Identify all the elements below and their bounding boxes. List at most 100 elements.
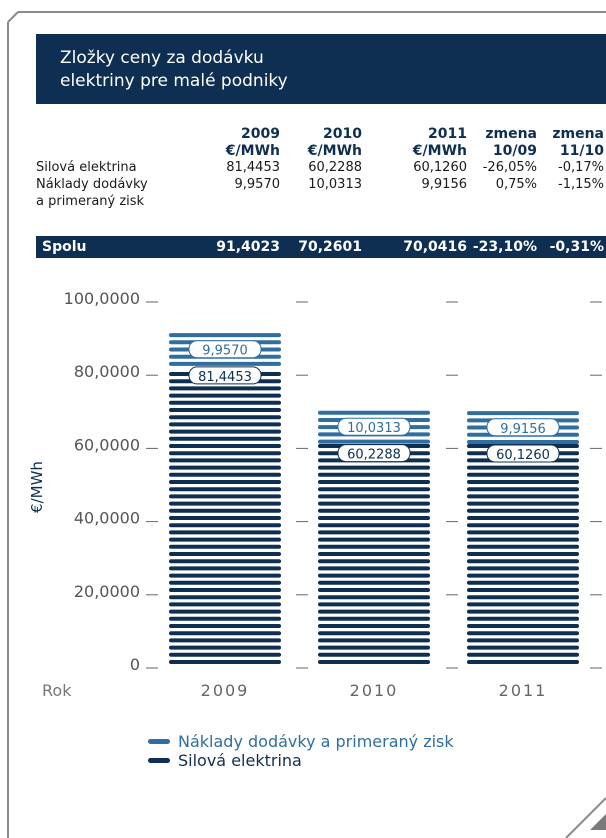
bar-stripe bbox=[467, 602, 579, 607]
y-tick-label: 80,0000 bbox=[74, 362, 140, 381]
bar-stripe bbox=[467, 645, 579, 650]
cell-naklady-2009: 9,9570 bbox=[234, 177, 281, 192]
table-row: Náklady dodávky 9,9570 10,0313 9,9156 0,… bbox=[36, 177, 606, 194]
bar-stripe bbox=[169, 624, 281, 628]
bar-stripe bbox=[169, 429, 281, 434]
bar-stripe bbox=[467, 624, 579, 628]
bar-stripe bbox=[169, 422, 281, 427]
bar-stripe bbox=[169, 638, 281, 643]
legend-item-silova: Silová elektrina bbox=[148, 751, 454, 770]
bar-stripe bbox=[318, 573, 430, 578]
bar-stripe bbox=[467, 559, 579, 564]
bar-stripe bbox=[169, 645, 281, 650]
bar-stripe bbox=[318, 537, 430, 542]
chart-title-line-2: elektriny pre malé podniky bbox=[60, 71, 288, 91]
bar-stripe bbox=[467, 472, 579, 477]
data-label: 60,2288 bbox=[347, 448, 401, 463]
bar-stripe bbox=[318, 552, 430, 556]
bar-stripe bbox=[318, 602, 430, 607]
row-label-naklady: Náklady dodávky bbox=[36, 177, 148, 192]
bar-stripe bbox=[318, 530, 430, 535]
bar-stripe bbox=[169, 494, 281, 499]
data-label-bg bbox=[337, 444, 411, 463]
bar-stripe bbox=[467, 508, 579, 513]
data-label: 9,9570 bbox=[202, 344, 248, 359]
y-tick-label: 60,0000 bbox=[74, 435, 140, 454]
bar-stripe bbox=[318, 652, 430, 657]
cell-silova-change-11-10: -0,17% bbox=[558, 160, 604, 175]
cell-silova-change-10-09: -26,05% bbox=[482, 160, 537, 175]
bar-stripe bbox=[318, 516, 430, 520]
col-header-2011-unit: €/MWh bbox=[412, 143, 467, 159]
bar-stripe bbox=[318, 494, 430, 499]
bar-stripe bbox=[467, 580, 579, 585]
bar-stripe bbox=[467, 595, 579, 600]
bar-segment bbox=[467, 444, 579, 664]
bar-stripe bbox=[318, 480, 430, 484]
table-header-row-2: €/MWh €/MWh €/MWh 10/09 11/10 bbox=[36, 143, 606, 160]
bar-stripe bbox=[169, 451, 281, 456]
cell-naklady-2010: 10,0313 bbox=[308, 177, 362, 192]
y-tick-label: 0 bbox=[130, 655, 140, 674]
bar-stripe bbox=[318, 588, 430, 592]
x-tick-label: 2010 bbox=[350, 681, 399, 700]
data-label-bg bbox=[486, 444, 560, 463]
bar-stripe bbox=[169, 537, 281, 542]
bar-stripe bbox=[169, 361, 281, 366]
col-header-2010-unit: €/MWh bbox=[307, 143, 362, 159]
bar-stripe bbox=[467, 544, 579, 549]
data-label-bg bbox=[337, 417, 411, 436]
table-header-row-1: 2009 2010 2011 zmena zmena bbox=[36, 126, 606, 143]
bar-stripe bbox=[318, 410, 430, 415]
bar-stripe bbox=[467, 652, 579, 657]
col-header-2011-year: 2011 bbox=[428, 126, 467, 142]
bar-stripe bbox=[169, 436, 281, 441]
bar-stripe bbox=[318, 544, 430, 549]
bar-stripe bbox=[169, 472, 281, 477]
bar-stripe bbox=[169, 602, 281, 607]
bar-segment bbox=[169, 372, 281, 664]
bar-stripe bbox=[467, 660, 579, 664]
bar-stripe bbox=[318, 472, 430, 477]
y-axis-label: €/MWh bbox=[28, 461, 46, 513]
bar-stripe bbox=[318, 631, 430, 636]
bar-stripe bbox=[169, 516, 281, 520]
data-label: 9,9156 bbox=[500, 422, 546, 437]
chart-title: Zložky ceny za dodávku elektriny pre mal… bbox=[36, 34, 606, 104]
bar-stripe bbox=[318, 523, 430, 528]
bar-stripe bbox=[169, 393, 281, 398]
bar-stripe bbox=[169, 415, 281, 420]
bar-stripe bbox=[169, 408, 281, 412]
bar-stripe bbox=[169, 559, 281, 564]
col-header-change-10-09-period: 10/09 bbox=[492, 143, 537, 159]
bar-stripe bbox=[169, 386, 281, 391]
data-label-bg bbox=[486, 418, 560, 437]
bar-stripe bbox=[318, 501, 430, 506]
total-2011: 70,0416 bbox=[403, 239, 467, 255]
legend-swatch-silova bbox=[148, 758, 170, 763]
legend: Náklady dodávky a primeraný zisk Silová … bbox=[148, 732, 454, 770]
bar-stripe bbox=[169, 458, 281, 463]
col-header-2009-unit: €/MWh bbox=[225, 143, 280, 159]
bar-stripe bbox=[169, 530, 281, 535]
bar-stripe bbox=[169, 580, 281, 585]
legend-swatch-naklady bbox=[148, 739, 170, 744]
bar-stripe bbox=[467, 516, 579, 520]
cell-silova-2009: 81,4453 bbox=[226, 160, 280, 175]
bar-stripe bbox=[467, 494, 579, 499]
x-tick-label: 2011 bbox=[499, 681, 548, 700]
y-tick-label: 40,0000 bbox=[74, 509, 140, 528]
col-header-2009-year: 2009 bbox=[241, 126, 280, 142]
y-tick-label: 100,0000 bbox=[64, 289, 140, 308]
bar-stripe bbox=[467, 465, 579, 470]
bar-stripe bbox=[318, 660, 430, 664]
bar-stripe bbox=[467, 609, 579, 614]
bar-stripe bbox=[318, 439, 430, 444]
total-2009: 91,4023 bbox=[216, 239, 280, 255]
x-tick-label: 2009 bbox=[201, 681, 250, 700]
bar-stripe bbox=[467, 487, 579, 492]
bar-stripe bbox=[318, 508, 430, 513]
bar-stripe bbox=[467, 552, 579, 556]
total-2010: 70,2601 bbox=[298, 239, 362, 255]
bar-stripe bbox=[467, 530, 579, 535]
